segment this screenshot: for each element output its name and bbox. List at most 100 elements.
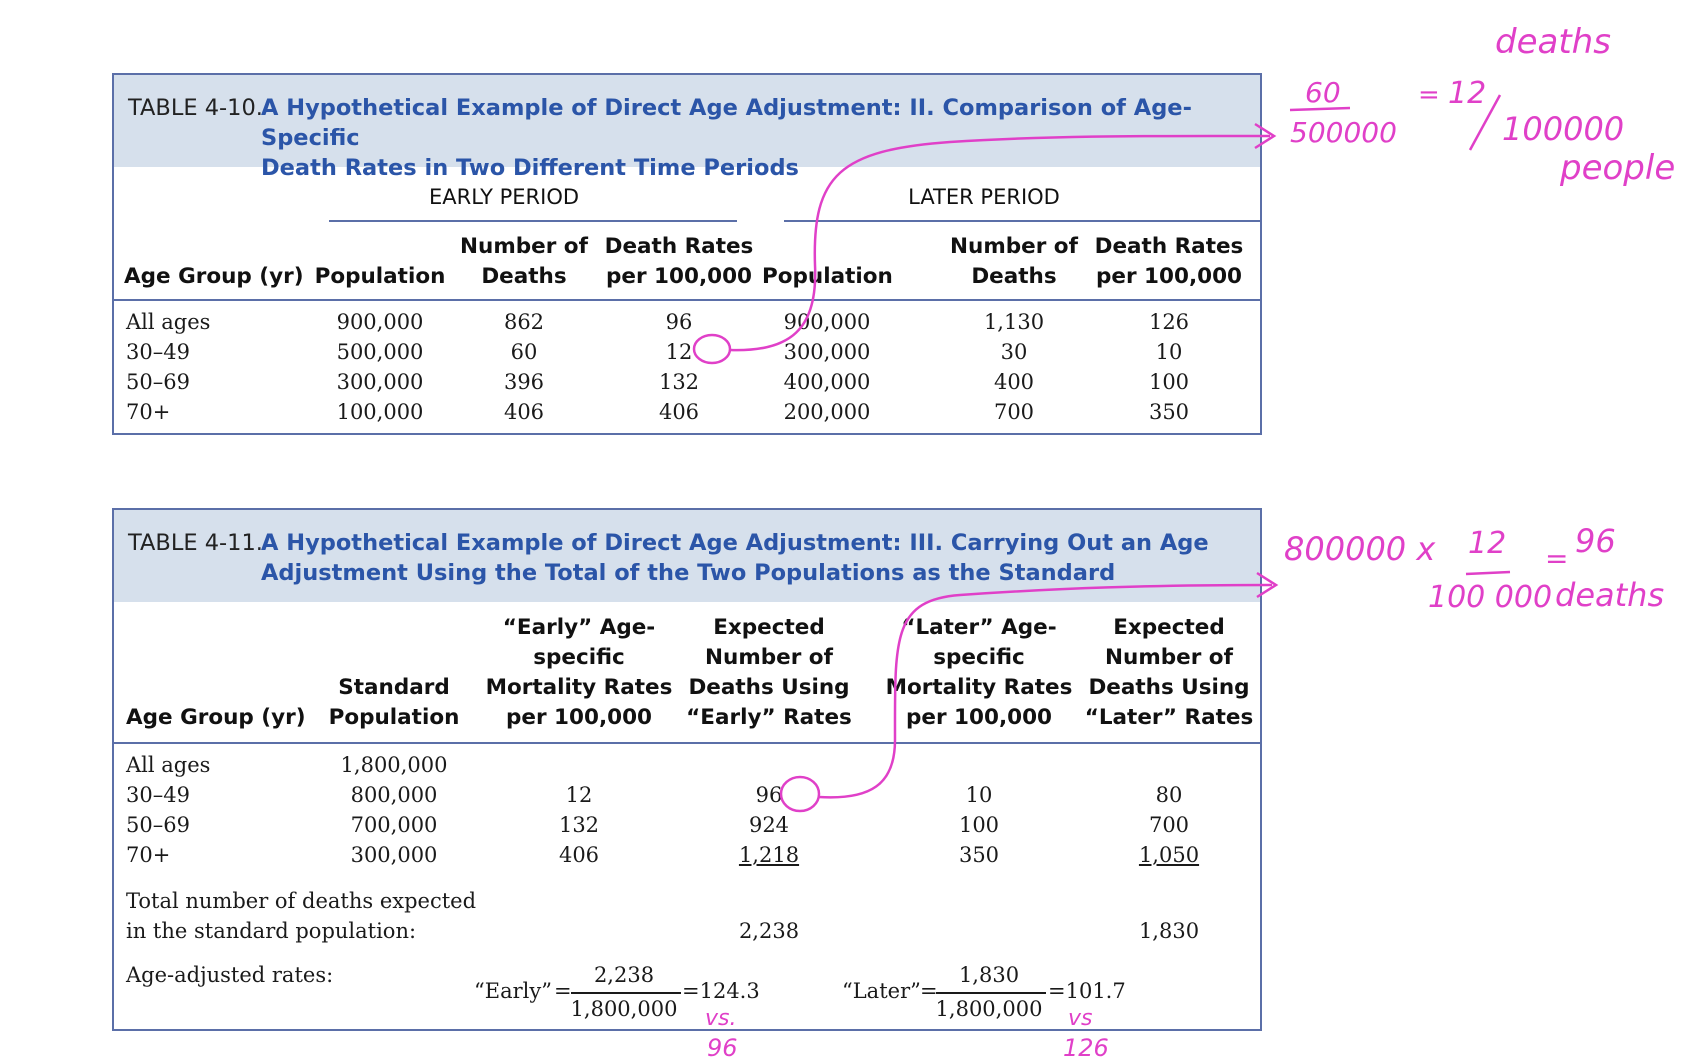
ink-text-deaths: deaths xyxy=(1495,22,1611,62)
population-cell: 400,000 xyxy=(783,370,871,394)
header-line: Number of xyxy=(1105,645,1233,670)
later-rate-cell: 350 xyxy=(958,843,1000,867)
population-cell: 900,000 xyxy=(336,310,424,334)
header-line: Mortality Rates xyxy=(485,675,673,700)
standard-pop-cell: 1,800,000 xyxy=(340,753,448,777)
population-cell: 300,000 xyxy=(783,340,871,364)
header-line: Expected xyxy=(713,615,825,640)
ink-text-vs2-value: 126 xyxy=(1063,1034,1109,1062)
ink-text-calc-den: 100 000 xyxy=(1428,580,1553,615)
ink-text-equals: = xyxy=(1418,80,1440,110)
population-cell: 300,000 xyxy=(336,370,424,394)
standard-pop-cell: 700,000 xyxy=(350,813,438,837)
later-expected-cell: 80 xyxy=(1155,783,1183,807)
population-cell: 100,000 xyxy=(336,400,424,424)
header-line: Expected xyxy=(1113,615,1225,640)
header-line: “Later” Age- xyxy=(901,615,1057,640)
total-later-cell: 1,830 xyxy=(1138,919,1200,943)
table-title: A Hypothetical Example of Direct Age Adj… xyxy=(261,93,1251,183)
header-line: specific xyxy=(533,645,625,670)
age-cell: All ages xyxy=(126,753,211,777)
header-line: Deaths Using xyxy=(688,675,850,700)
early-period-header: EARLY PERIOD xyxy=(428,185,580,209)
rate-cell: 100 xyxy=(1148,370,1190,394)
header-line: “Later” Rates xyxy=(1084,705,1254,730)
ink-text-calc: 800000 x xyxy=(1284,530,1436,568)
ink-text-calc-result: 96 xyxy=(1575,522,1616,560)
table-caption: TABLE 4-11. A Hypothetical Example of Di… xyxy=(114,510,1260,602)
later-period-rule xyxy=(784,220,1262,222)
equation-result: =124.3 xyxy=(682,979,760,1003)
ink-text-rate: 12 xyxy=(1448,76,1487,111)
total-label: Total number of deaths expected in the s… xyxy=(126,886,476,946)
total-early-cell: 2,238 xyxy=(738,919,800,943)
ink-text-people: people xyxy=(1560,148,1676,188)
header-line: Death Rates xyxy=(604,234,754,259)
equation-equals: = xyxy=(920,979,938,1003)
header-line: Deaths Using xyxy=(1088,675,1250,700)
deaths-cell: 700 xyxy=(993,400,1035,424)
equation-name: “Early” xyxy=(474,979,552,1003)
early-expected-cell: 96 xyxy=(755,783,783,807)
header-line: specific xyxy=(933,645,1025,670)
adjusted-label: Age-adjusted rates: xyxy=(126,963,334,987)
age-cell: 50–69 xyxy=(126,370,190,394)
header-line: Number of xyxy=(705,645,833,670)
col-age-group: Age Group (yr) xyxy=(126,705,306,730)
deaths-cell: 60 xyxy=(510,340,538,364)
header-line: Standard xyxy=(338,675,450,700)
header-line: per 100,000 xyxy=(1096,264,1242,289)
standard-pop-cell: 300,000 xyxy=(350,843,438,867)
header-rule xyxy=(114,742,1260,744)
col-population-early: Population xyxy=(314,264,446,289)
table-caption: TABLE 4-10. A Hypothetical Example of Di… xyxy=(114,75,1260,181)
title-line: Adjustment Using the Total of the Two Po… xyxy=(261,560,1116,586)
rate-cell: 406 xyxy=(658,400,700,424)
later-rate-cell: 10 xyxy=(965,783,993,807)
header-line: per 100,000 xyxy=(506,705,652,730)
later-period-header: LATER PERIOD xyxy=(908,185,1060,209)
ink-text-calc-eq: = xyxy=(1545,542,1569,575)
deaths-cell: 406 xyxy=(503,400,545,424)
col-age-group: Age Group (yr) xyxy=(124,264,304,289)
title-line: Death Rates in Two Different Time Period… xyxy=(261,155,799,181)
table-number: TABLE 4-11. xyxy=(128,530,263,556)
equation-denominator: 1,800,000 xyxy=(935,997,1043,1021)
header-line: Mortality Rates xyxy=(885,675,1073,700)
early-rate-cell: 406 xyxy=(558,843,600,867)
header-line: Number of xyxy=(460,234,588,259)
col-early-rates: “Early” Age- specific Mortality Rates pe… xyxy=(484,613,674,733)
ink-text-vs1-value: 96 xyxy=(707,1034,738,1062)
ink-text-calc-unit: deaths xyxy=(1555,576,1665,614)
age-cell: All ages xyxy=(126,310,211,334)
ink-text-denominator: 500000 xyxy=(1290,116,1397,149)
later-expected-cell: 1,050 xyxy=(1138,843,1200,867)
age-cell: 50–69 xyxy=(126,813,190,837)
header-line: “Early” Age- xyxy=(502,615,656,640)
header-line: Number of xyxy=(950,234,1078,259)
rate-cell: 96 xyxy=(665,310,693,334)
early-expected-cell: 1,218 xyxy=(738,843,800,867)
deaths-cell: 396 xyxy=(503,370,545,394)
later-rate-cell: 100 xyxy=(958,813,1000,837)
header-line: Death Rates xyxy=(1094,234,1244,259)
header-line: Population xyxy=(328,705,460,730)
deaths-cell: 1,130 xyxy=(983,310,1045,334)
ink-text-vs2: vs xyxy=(1068,1006,1093,1031)
equation-equals: = xyxy=(554,979,572,1003)
equation-numerator: 1,830 xyxy=(958,963,1020,987)
header-line: Deaths xyxy=(481,264,567,289)
deaths-cell: 30 xyxy=(1000,340,1028,364)
equation-denominator: 1,800,000 xyxy=(570,997,678,1021)
age-cell: 70+ xyxy=(126,400,171,424)
later-expected-cell: 700 xyxy=(1148,813,1190,837)
age-cell: 30–49 xyxy=(126,340,190,364)
population-cell: 500,000 xyxy=(336,340,424,364)
col-standard-population: Standard Population xyxy=(314,673,474,733)
population-cell: 900,000 xyxy=(783,310,871,334)
ink-fraction-bar xyxy=(1465,570,1511,576)
ink-text-calc-num: 12 xyxy=(1468,526,1507,561)
label-line: in the standard population: xyxy=(126,919,417,943)
rate-cell: 132 xyxy=(658,370,700,394)
age-cell: 30–49 xyxy=(126,783,190,807)
